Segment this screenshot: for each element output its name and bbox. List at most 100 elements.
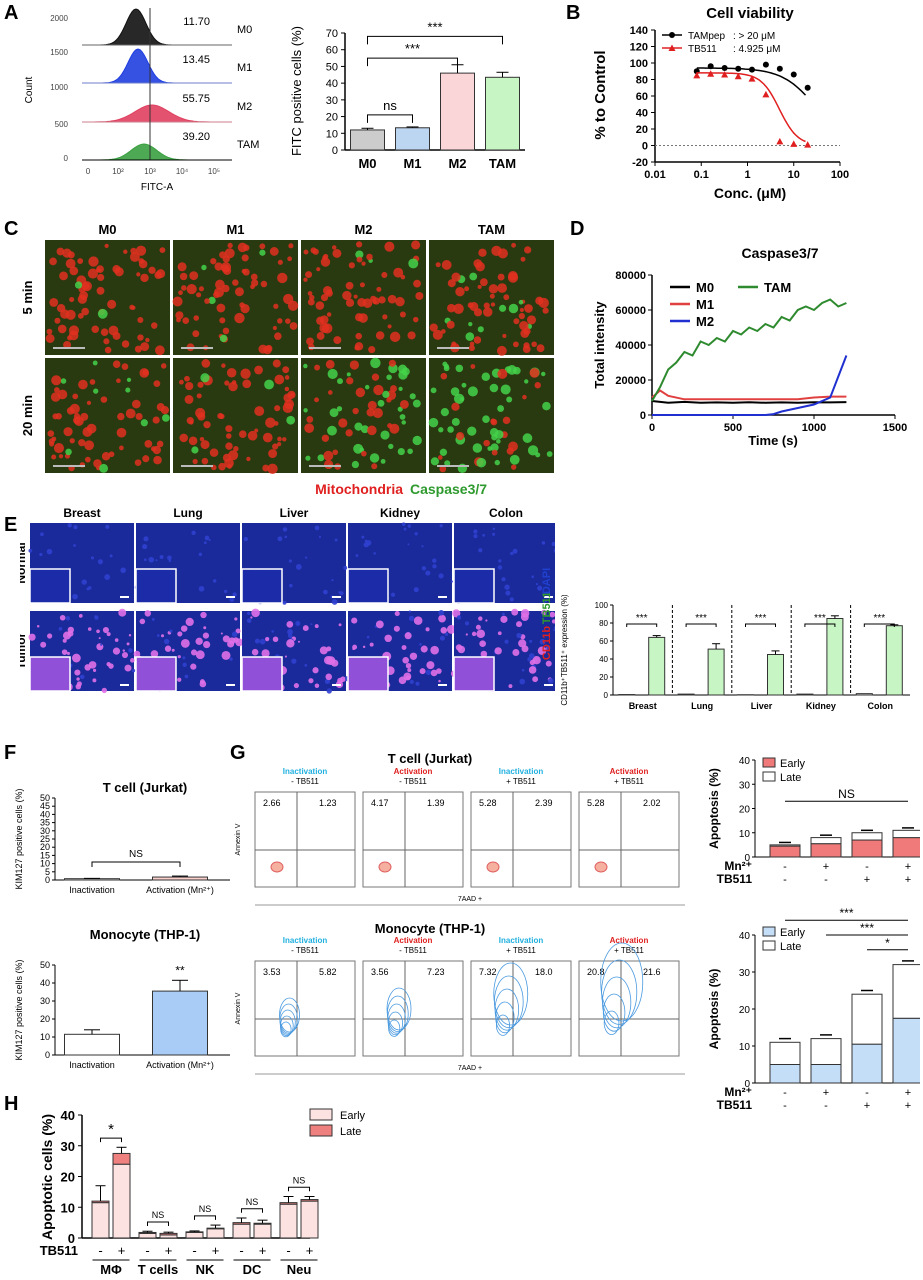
e-bar-normal bbox=[796, 693, 814, 696]
nucleus bbox=[81, 579, 87, 585]
g-bar-late bbox=[851, 993, 883, 1045]
nucleus bbox=[198, 585, 205, 592]
mitochondria-cell bbox=[136, 272, 141, 277]
tumor-cell bbox=[446, 624, 456, 634]
h-bar-late bbox=[232, 1222, 251, 1225]
tumor-cell bbox=[393, 625, 400, 632]
g-top-plot-frame bbox=[578, 791, 680, 888]
e-bar-bracket bbox=[685, 623, 717, 627]
mitochondria-cell bbox=[303, 249, 309, 255]
tumor-cell bbox=[284, 655, 287, 658]
nucleus bbox=[169, 629, 173, 633]
mitochondria-cell bbox=[196, 292, 202, 298]
g-bottom-quadrant-ur: 21.6 bbox=[643, 967, 661, 977]
mitochondria-cell bbox=[451, 341, 457, 347]
caspase-cell bbox=[329, 408, 339, 418]
mitochondria-cell bbox=[192, 330, 200, 338]
h-bar-early bbox=[279, 1203, 298, 1239]
caspase-cell bbox=[439, 448, 448, 456]
g-legend-early: Early bbox=[780, 758, 806, 770]
tumor-cell bbox=[384, 634, 392, 643]
mitochondria-cell bbox=[49, 441, 55, 447]
mitochondria-cell bbox=[284, 375, 290, 380]
a-bracket-m0-tam bbox=[367, 35, 503, 45]
nucleus bbox=[553, 629, 555, 632]
nucleus bbox=[231, 631, 238, 637]
f-bar bbox=[152, 876, 208, 881]
mitochondria-cell bbox=[513, 318, 520, 325]
mitochondria-cell bbox=[254, 365, 263, 375]
f-ytick: 0 bbox=[45, 1050, 50, 1060]
mitochondria-cell bbox=[393, 267, 404, 278]
micrograph-col-label: M2 bbox=[354, 222, 372, 237]
tumor-cell bbox=[455, 644, 463, 651]
f-ylabel: KIM127 positive cells (%) bbox=[14, 788, 24, 889]
g-top-ylabel: Annexin V bbox=[235, 823, 242, 855]
tumor-cell bbox=[121, 651, 129, 659]
mitochondria-cell bbox=[184, 375, 190, 382]
d-ytick: 60000 bbox=[615, 305, 646, 317]
mitochondria-cell bbox=[399, 311, 406, 318]
mitochondria-cell bbox=[47, 430, 55, 437]
mitochondria-cell bbox=[100, 328, 109, 336]
mitochondria-cell bbox=[373, 384, 384, 396]
tumor-cell bbox=[407, 668, 412, 673]
histogram-curve-m2 bbox=[82, 104, 232, 123]
caspase-cell bbox=[140, 419, 148, 427]
g-bar-early bbox=[810, 843, 842, 858]
mitochondria-cell bbox=[395, 296, 405, 307]
mitochondria-cell bbox=[497, 368, 508, 379]
mitochondria-cell bbox=[456, 432, 465, 441]
mitochondria-cell bbox=[135, 245, 147, 256]
mitochondria-cell bbox=[250, 273, 258, 281]
mitochondria-cell bbox=[155, 345, 165, 356]
mitochondria-cell bbox=[135, 412, 143, 420]
a-bar-m0 bbox=[350, 129, 385, 151]
mitochondria-cell bbox=[353, 294, 358, 299]
caspase-cell bbox=[507, 365, 517, 375]
caspase-cell bbox=[125, 387, 131, 393]
panel-letter-f: F bbox=[4, 742, 17, 764]
tumor-cell bbox=[164, 645, 172, 652]
b-fit-tb511 bbox=[696, 72, 806, 143]
b-point-tb511 bbox=[762, 90, 770, 98]
histogram-label-m1: M1 bbox=[237, 62, 252, 74]
caspase-cell bbox=[382, 390, 390, 399]
mitochondria-cell bbox=[142, 455, 150, 463]
mitochondria-cell bbox=[179, 433, 189, 443]
nucleus bbox=[182, 662, 187, 667]
mitochondria-cell bbox=[326, 312, 332, 317]
nucleus bbox=[304, 664, 308, 667]
g-top-cond-line1: Activation bbox=[610, 767, 649, 776]
tumor-cell bbox=[96, 629, 100, 634]
nucleus bbox=[512, 548, 518, 554]
nucleus bbox=[148, 556, 155, 563]
mitochondria-cell bbox=[218, 462, 226, 471]
mitochondria-cell bbox=[356, 241, 363, 248]
mitochondria-cell bbox=[439, 465, 447, 473]
mitochondria-cell bbox=[322, 255, 328, 261]
mitochondria-cell bbox=[53, 442, 65, 454]
mitochondria-cell bbox=[240, 304, 250, 314]
caspase-cell bbox=[546, 451, 553, 457]
tumor-cell bbox=[98, 637, 101, 640]
g-bar-tb-sign: - bbox=[824, 1100, 828, 1112]
mitochondria-cell bbox=[246, 456, 251, 462]
b-point-tb511 bbox=[693, 71, 701, 79]
tumor-cell bbox=[133, 650, 141, 658]
g-bar-ylabel: Apoptosis (%) bbox=[707, 969, 721, 1050]
tumor-cell bbox=[92, 668, 97, 672]
e-label-dapi: DAPI bbox=[541, 568, 553, 594]
nucleus bbox=[544, 599, 548, 603]
tumor-cell bbox=[66, 651, 70, 655]
tumor-cell bbox=[106, 632, 111, 637]
e-bar-tumor bbox=[826, 618, 844, 696]
g-bar-mn-sign: + bbox=[905, 1087, 911, 1099]
caspase-cell bbox=[317, 454, 325, 462]
mitochondria-cell bbox=[349, 360, 359, 370]
kim127-chart-monocyte: Monocyte (THP-1) 0 10 20 30 40 50 KIM127 positi… bbox=[14, 927, 230, 1070]
caspase-cell bbox=[401, 420, 406, 425]
e-bar-sig: *** bbox=[814, 613, 826, 624]
mitochondria-cell bbox=[323, 450, 334, 461]
b-point-tb511 bbox=[748, 75, 756, 82]
